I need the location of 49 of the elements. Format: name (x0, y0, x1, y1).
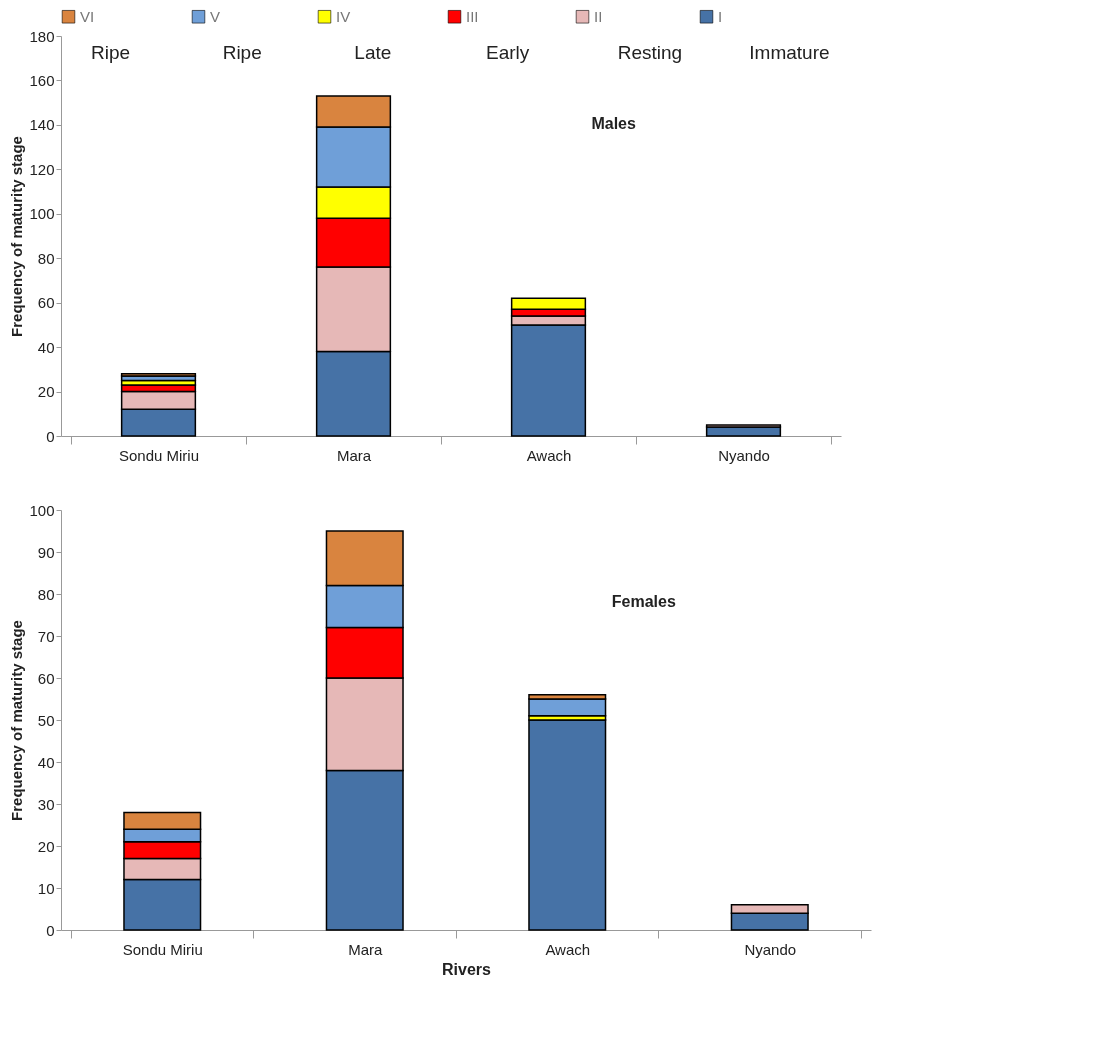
legend-label: I (718, 7, 723, 25)
x-axis-title: Rivers (442, 960, 492, 978)
y-tick-label: 30 (37, 795, 55, 813)
legend-label: IV (336, 7, 351, 25)
legend-label: V (210, 7, 221, 25)
y-tick-label: 90 (37, 543, 55, 561)
y-axis-title: Frequency of maturity stage (8, 136, 26, 337)
x-tick-label: Awach (526, 446, 572, 464)
annotation: Ripe (222, 42, 262, 63)
legend-label: VI (80, 7, 95, 25)
y-tick-label: 100 (29, 501, 55, 519)
x-tick-label: Mara (348, 940, 383, 958)
x-tick-label: Nyando (718, 446, 770, 464)
x-tick-label: Sondu Miriu (118, 446, 200, 464)
y-tick-label: 20 (37, 837, 55, 855)
y-tick-label: 80 (37, 249, 55, 267)
x-tick-label: Mara (336, 446, 372, 464)
annotation: Females (611, 593, 676, 611)
y-tick-label: 50 (37, 711, 55, 729)
y-axis-title: Frequency of maturity stage (8, 620, 26, 821)
y-tick-label: 40 (37, 338, 55, 356)
y-tick-label: 0 (46, 427, 55, 445)
y-tick-label: 60 (37, 294, 55, 312)
y-tick-label: 40 (37, 753, 55, 771)
y-tick-label: 10 (37, 879, 55, 897)
y-tick-label: 20 (37, 383, 55, 401)
y-tick-label: 180 (29, 27, 55, 45)
y-tick-label: 120 (29, 160, 55, 178)
y-tick-label: 100 (29, 205, 55, 223)
x-tick-label: Sondu Miriu (122, 940, 203, 958)
y-tick-label: 80 (37, 585, 55, 603)
annotation: Immature (749, 42, 830, 63)
y-tick-label: 160 (29, 71, 55, 89)
annotation: Early (486, 42, 530, 63)
annotation: Late (354, 42, 392, 63)
y-tick-label: 0 (46, 921, 55, 939)
x-tick-label: Awach (545, 940, 591, 958)
annotation: Resting (617, 42, 683, 63)
x-tick-label: Nyando (744, 940, 797, 958)
y-tick-label: 70 (37, 627, 55, 645)
legend-label: II (594, 7, 603, 25)
annotation: Ripe (91, 42, 131, 63)
annotation: Males (591, 115, 636, 132)
legend-label: III (466, 7, 479, 25)
y-tick-label: 60 (37, 669, 55, 687)
y-tick-label: 140 (29, 116, 55, 134)
bar (120, 373, 197, 377)
bar (528, 698, 607, 717)
bar (528, 719, 607, 931)
